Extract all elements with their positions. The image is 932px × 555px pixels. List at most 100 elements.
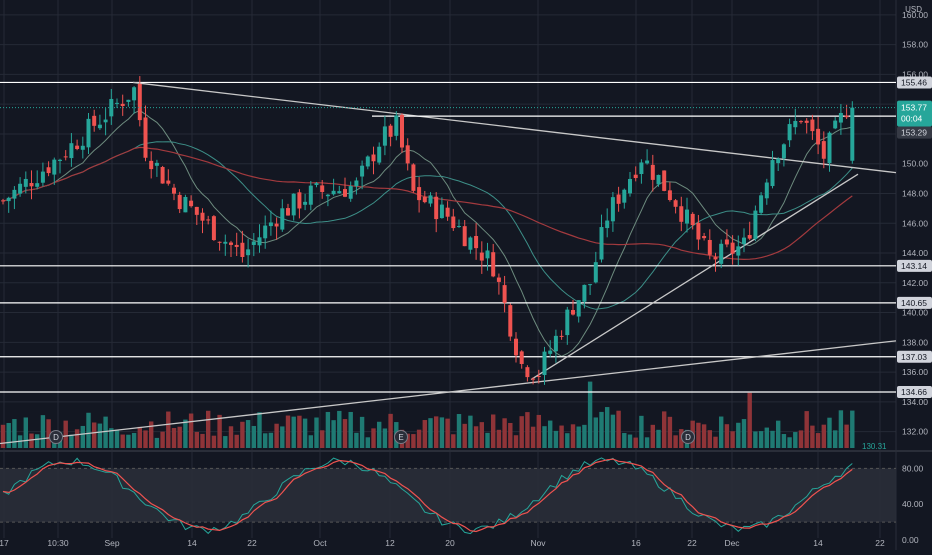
volume-bar	[97, 423, 103, 448]
candle-body	[166, 180, 171, 184]
price-tick-label: 142.00	[902, 278, 928, 288]
candle-body	[496, 277, 501, 282]
last-price-value: 153.77	[901, 103, 927, 113]
candle-body	[531, 378, 536, 380]
candle-body	[58, 159, 62, 161]
volume-bar	[131, 432, 137, 448]
candle-body	[132, 87, 137, 101]
volume-bar	[445, 418, 450, 448]
candle-body	[143, 117, 148, 158]
candle-body	[542, 351, 547, 376]
volume-bar	[724, 424, 730, 448]
candle-body	[844, 115, 849, 118]
candle-body	[149, 160, 154, 170]
stochastic-tick-label: 40.00	[902, 499, 924, 509]
time-tick-label: 10:30	[47, 538, 69, 548]
event-marker[interactable]	[681, 430, 695, 444]
volume-bar	[166, 411, 171, 448]
volume-bar	[268, 432, 274, 448]
volume-bar	[599, 411, 604, 448]
volume-bar	[565, 433, 570, 448]
candle-body	[707, 239, 712, 255]
candle-body	[291, 193, 296, 216]
candle-body	[246, 249, 251, 256]
volume-bar	[365, 437, 370, 448]
moving-average-fast	[2, 109, 853, 357]
candle-body	[582, 284, 587, 302]
volume-bar	[280, 426, 285, 448]
volume-bar	[485, 432, 490, 448]
volume-bar	[821, 424, 826, 448]
event-marker[interactable]	[394, 430, 408, 444]
candle-body	[400, 114, 404, 148]
price-level-badge	[897, 296, 932, 309]
volume-bar	[741, 419, 747, 448]
candle-body	[508, 305, 513, 337]
volume-bar	[473, 426, 479, 448]
price-tick-label: 138.00	[902, 337, 928, 347]
candle-body	[69, 143, 74, 159]
volume-bar	[120, 434, 125, 448]
candle-body	[610, 197, 615, 222]
volume-bar	[758, 431, 764, 448]
candle-body	[479, 252, 484, 261]
stochastic-d-line	[2, 458, 853, 533]
volume-bar	[200, 433, 205, 448]
trend-lines[interactable]	[0, 81, 897, 445]
candle-body	[593, 262, 598, 283]
volume-bar	[92, 422, 97, 448]
candle-body	[776, 158, 781, 164]
time-tick-label: 20	[445, 538, 455, 548]
candle-body	[628, 178, 632, 194]
candle-body	[12, 189, 17, 199]
price-level-badge	[897, 350, 932, 363]
volume-bar	[616, 410, 621, 448]
time-tick-label: Oct	[313, 538, 327, 548]
candle-body	[696, 222, 701, 240]
trend-line[interactable]	[0, 340, 897, 445]
trend-line[interactable]	[132, 81, 897, 174]
candle-body	[468, 237, 473, 250]
volume-bar	[342, 419, 348, 448]
candle-body	[40, 171, 45, 183]
candle-body	[417, 187, 422, 201]
price-level-label: 134.66	[901, 387, 927, 397]
volume-bar	[838, 410, 844, 448]
candle-body	[286, 208, 290, 216]
event-marker[interactable]	[49, 430, 63, 444]
candle-body	[211, 216, 216, 241]
candle-body	[360, 165, 365, 177]
volume-bar	[228, 426, 234, 448]
candle-body	[354, 180, 359, 187]
volume-bar	[804, 411, 809, 448]
candle-body	[172, 187, 176, 194]
candle-body	[422, 196, 427, 203]
candle-body	[821, 141, 826, 159]
candle-body	[154, 162, 159, 166]
volume-bar	[194, 431, 199, 448]
volume-bar	[183, 419, 188, 448]
volume-bar	[428, 418, 433, 448]
candle-body	[781, 144, 786, 159]
candle-body	[502, 285, 507, 303]
volume-bar	[850, 410, 855, 448]
candle-body	[553, 335, 558, 352]
volume-bar	[508, 422, 513, 448]
volume-bar	[257, 412, 262, 448]
candle-body	[343, 189, 347, 197]
trend-line[interactable]	[530, 173, 859, 381]
volume-bar	[69, 434, 74, 448]
candle-body	[86, 118, 91, 148]
volume-bar	[377, 421, 382, 448]
time-axis[interactable]: 17 10:30 Sep 14 22 Oct 12 20 Nov 16 22 Dec 14 22	[0, 538, 885, 548]
volume-bar	[639, 415, 644, 448]
candle-body	[742, 237, 746, 245]
volume-bar	[206, 410, 211, 448]
candle-body	[673, 200, 678, 207]
volume-bar	[291, 416, 296, 448]
volume-bar	[644, 437, 650, 448]
